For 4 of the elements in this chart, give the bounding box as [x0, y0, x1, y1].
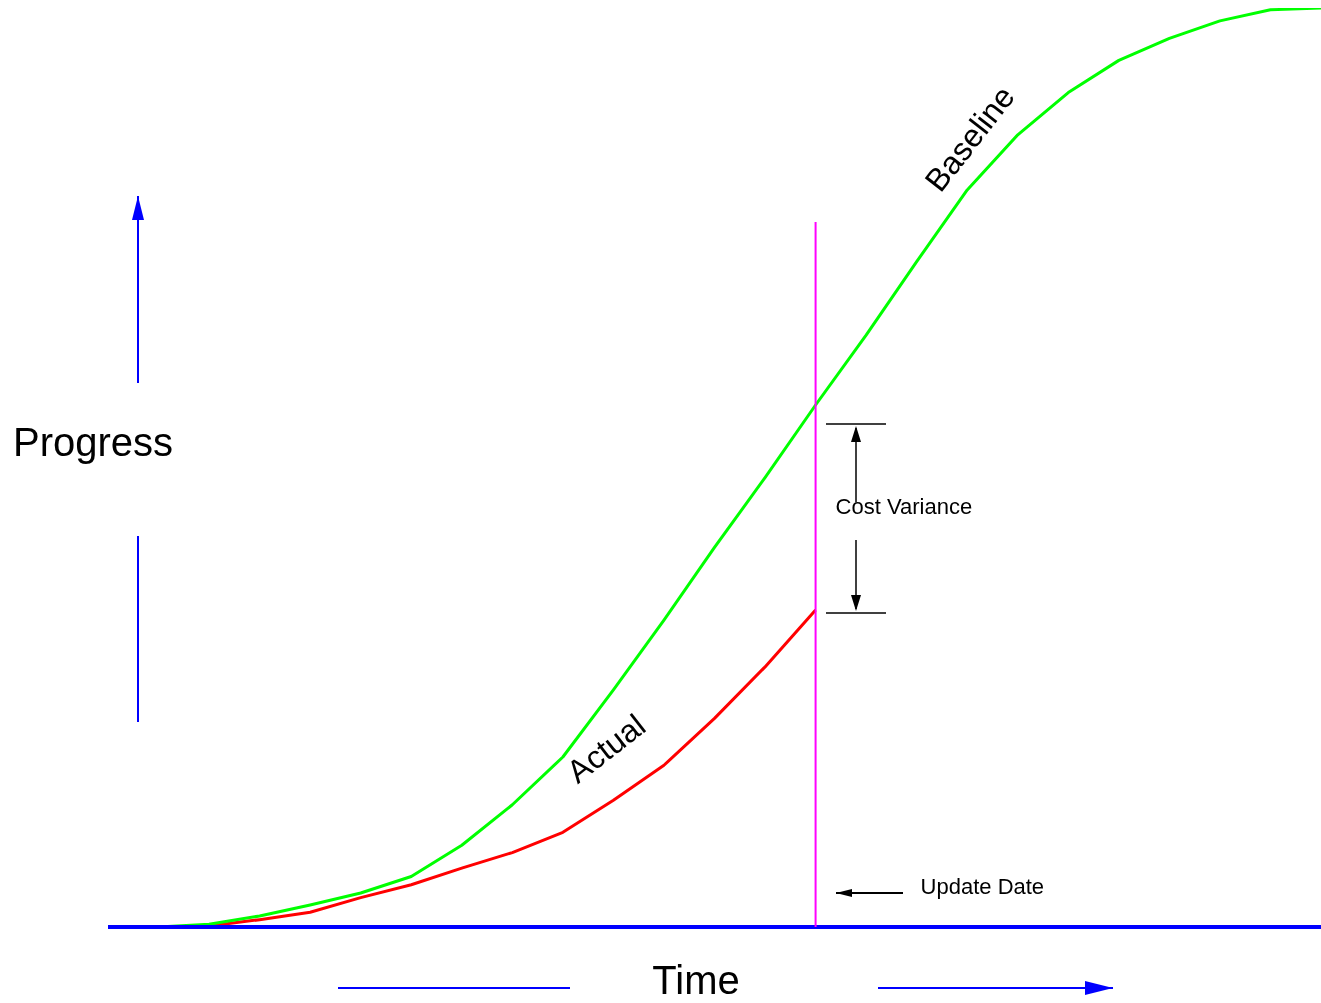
annotation: Cost Variance [835, 493, 973, 519]
x-axis-title: Time [652, 958, 740, 1003]
y-axis-title: Progress [13, 420, 174, 465]
text: Update Date [920, 874, 1045, 900]
